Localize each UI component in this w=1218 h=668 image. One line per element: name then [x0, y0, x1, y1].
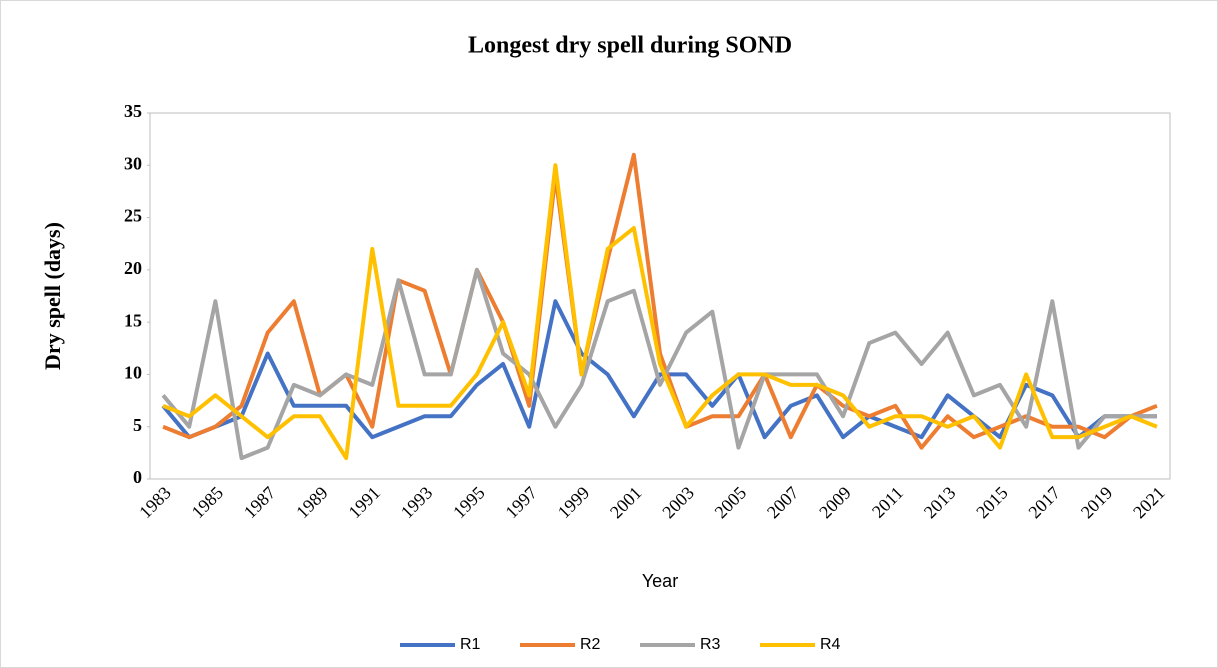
series-line: [161, 267, 1157, 461]
legend-label: R1: [460, 636, 481, 653]
legend-label: R4: [820, 636, 841, 653]
y-tick-label: 0: [133, 467, 142, 487]
chart-title: Longest dry spell during SOND: [468, 33, 792, 59]
y-tick-label: 15: [124, 310, 142, 330]
y-tick-label: 25: [124, 206, 142, 226]
y-tick-label: 30: [124, 153, 142, 173]
series-line: [162, 163, 1158, 461]
plot-frame: [149, 112, 1171, 480]
y-tick-label: 5: [133, 415, 142, 435]
legend-label: R3: [700, 636, 721, 653]
legend-label: R2: [580, 636, 601, 653]
y-tick-label: 35: [124, 101, 142, 121]
y-axis-label: Dry spell (days): [40, 222, 65, 370]
y-tick-label: 20: [124, 258, 142, 278]
x-axis-label: Year: [642, 571, 678, 591]
y-tick-label: 10: [124, 363, 142, 383]
